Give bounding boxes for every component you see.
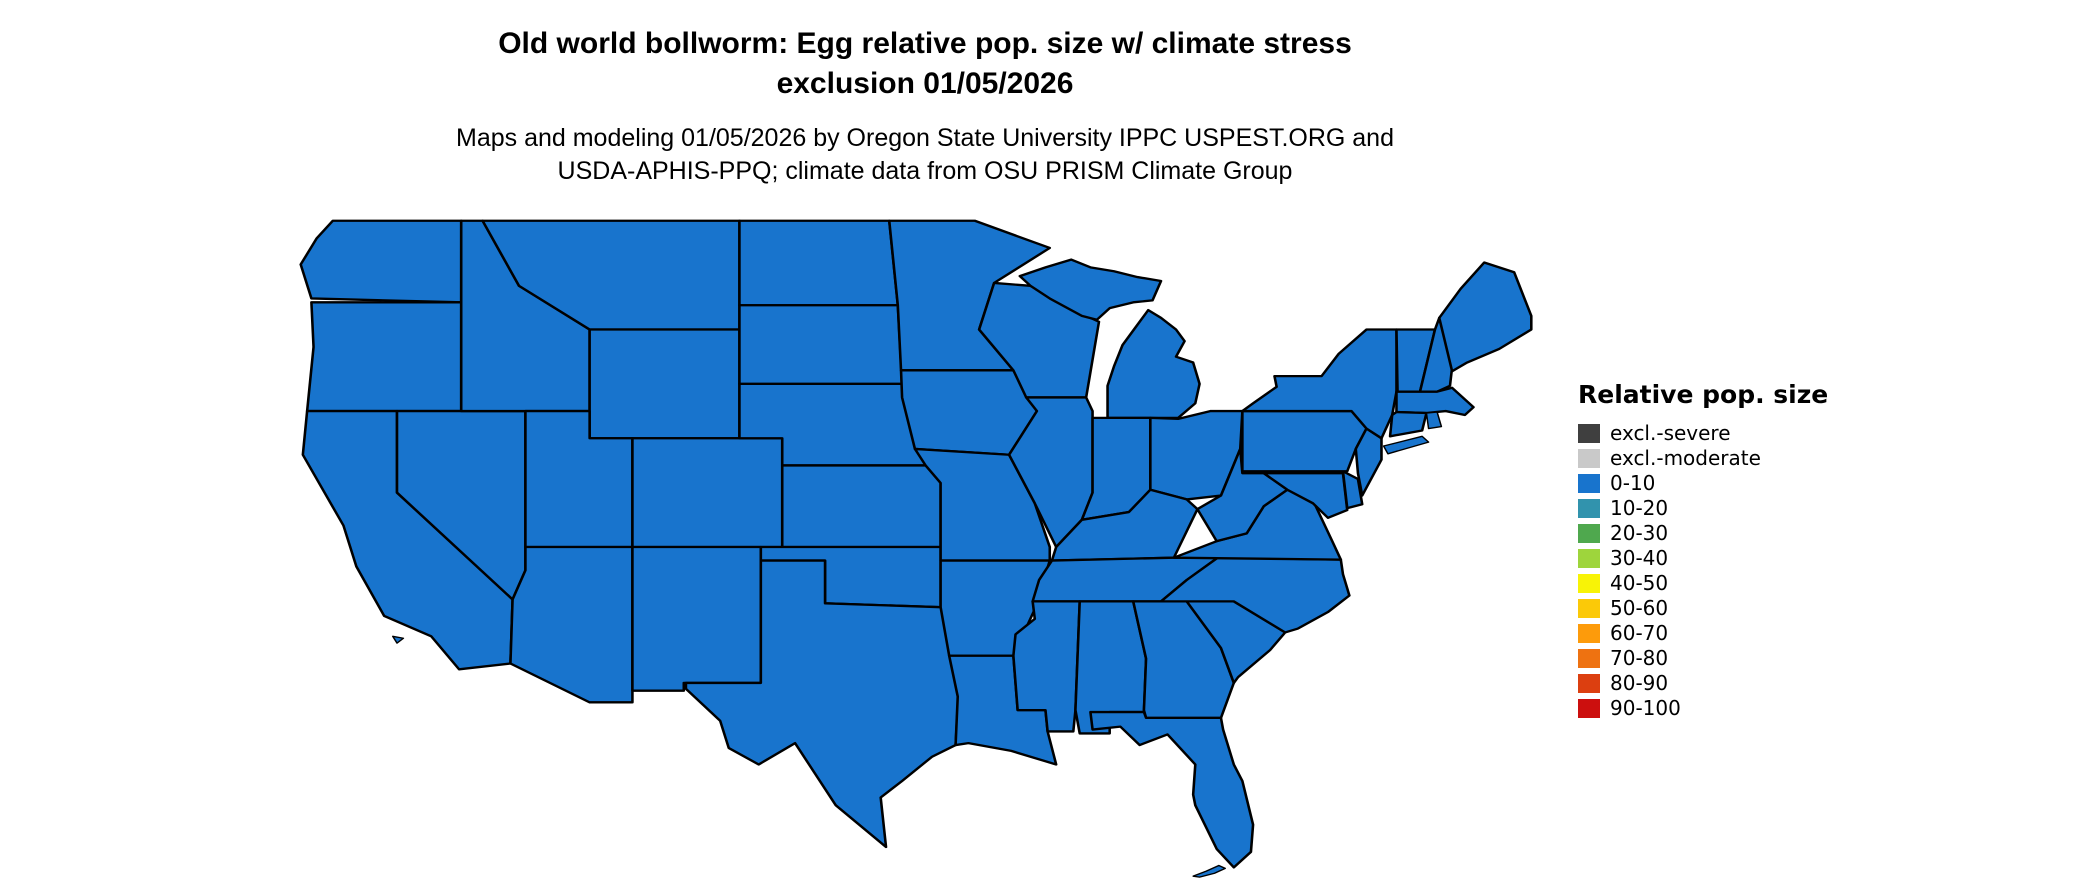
state-kansas	[780, 464, 942, 549]
state-florida-keys	[1192, 864, 1227, 878]
legend-item: 50-60	[1578, 596, 1828, 621]
us-states-map	[299, 219, 1533, 878]
legend-item: 90-100	[1578, 696, 1828, 721]
state-wyoming	[588, 328, 741, 440]
figure-title: Old world bollworm: Egg relative pop. si…	[0, 24, 1850, 104]
legend-label: 40-50	[1610, 571, 1669, 595]
legend-items: excl.-severe excl.-moderate 0-10 10-20 20-30…	[1578, 421, 1828, 721]
state-south-dakota	[738, 304, 904, 386]
legend-label: 30-40	[1610, 546, 1669, 570]
legend-item: 70-80	[1578, 646, 1828, 671]
state-new-york-long-island	[1382, 435, 1430, 455]
legend-swatch	[1578, 649, 1600, 668]
figure-subtitle: Maps and modeling 01/05/2026 by Oregon S…	[0, 122, 1850, 188]
legend-swatch	[1578, 624, 1600, 643]
legend-label: 60-70	[1610, 621, 1669, 645]
legend-label: 70-80	[1610, 646, 1669, 670]
legend-label: 0-10	[1610, 471, 1656, 495]
state-colorado	[631, 437, 784, 549]
legend-item: excl.-severe	[1578, 421, 1828, 446]
state-massachusetts	[1395, 386, 1475, 417]
state-north-carolina	[1159, 556, 1351, 634]
legend-label: excl.-moderate	[1610, 446, 1761, 470]
legend-label: excl.-severe	[1610, 421, 1731, 445]
state-new-mexico	[631, 545, 763, 692]
state-pennsylvania	[1241, 409, 1368, 473]
legend-item: 20-30	[1578, 521, 1828, 546]
legend-item: 10-20	[1578, 496, 1828, 521]
state-california-channel-islands	[391, 635, 405, 644]
legend-swatch	[1578, 549, 1600, 568]
state-shapes	[299, 219, 1533, 878]
legend-swatch	[1578, 499, 1600, 518]
figure-title-line2: exclusion 01/05/2026	[776, 67, 1074, 100]
legend-label: 80-90	[1610, 671, 1669, 695]
state-oregon	[305, 301, 463, 413]
legend-swatch	[1578, 424, 1600, 443]
legend-item: 40-50	[1578, 571, 1828, 596]
legend-item: 30-40	[1578, 546, 1828, 571]
state-connecticut	[1388, 410, 1428, 438]
state-new-york	[1241, 328, 1398, 440]
legend-swatch	[1578, 474, 1600, 493]
legend-swatch	[1578, 524, 1600, 543]
legend-swatch	[1578, 699, 1600, 718]
legend-title: Relative pop. size	[1578, 380, 1829, 409]
legend-item: 60-70	[1578, 621, 1828, 646]
legend-swatch	[1578, 599, 1600, 618]
state-north-dakota	[738, 219, 900, 307]
state-rhode-island	[1425, 411, 1443, 430]
legend-item: 80-90	[1578, 671, 1828, 696]
state-delaware	[1341, 470, 1364, 510]
figure-subtitle-line2: USDA-APHIS-PPQ; climate data from OSU PR…	[557, 157, 1293, 185]
legend-swatch	[1578, 674, 1600, 693]
legend-swatch	[1578, 449, 1600, 468]
state-michigan-upper-peninsula	[1018, 258, 1163, 321]
legend-label: 10-20	[1610, 496, 1669, 520]
state-maine	[1437, 261, 1533, 373]
legend-label: 50-60	[1610, 596, 1669, 620]
state-michigan	[1106, 308, 1201, 420]
legend-item: excl.-moderate	[1578, 446, 1828, 471]
legend-swatch	[1578, 574, 1600, 593]
figure-subtitle-line1: Maps and modeling 01/05/2026 by Oregon S…	[456, 124, 1394, 152]
figure-title-line1: Old world bollworm: Egg relative pop. si…	[498, 27, 1352, 60]
state-florida	[1089, 710, 1255, 869]
legend-label: 90-100	[1610, 696, 1681, 720]
legend-item: 0-10	[1578, 471, 1828, 496]
state-washington	[299, 219, 463, 304]
legend: Relative pop. size excl.-severe excl.-mod…	[1578, 380, 1828, 721]
state-arizona	[509, 545, 634, 704]
legend-label: 20-30	[1610, 521, 1669, 545]
